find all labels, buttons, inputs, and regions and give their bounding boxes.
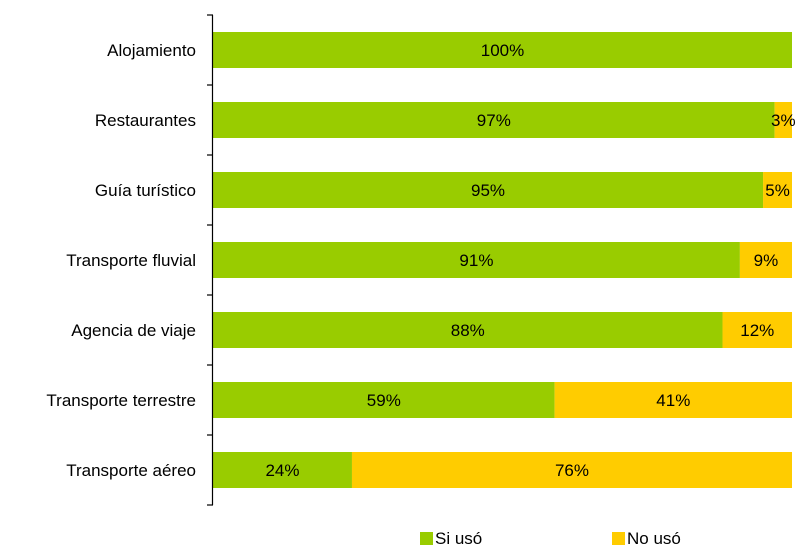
legend-label-no-uso: No usó xyxy=(627,529,681,548)
data-label-no-uso-4: 12% xyxy=(740,321,774,340)
category-label-6: Transporte aéreo xyxy=(66,461,196,480)
bar-si-uso-0 xyxy=(213,32,792,68)
legend: Si usó No usó xyxy=(420,529,681,548)
bar-no-uso-4 xyxy=(722,312,792,348)
data-label-si-uso-5: 59% xyxy=(367,391,401,410)
data-label-no-uso-6: 76% xyxy=(555,461,589,480)
data-label-si-uso-0: 100% xyxy=(481,41,524,60)
labels-group: 100% 97% 3% 95% 5% 91% 9% 88% 12% 59% 41% 24% 76% xyxy=(265,41,795,480)
bar-si-uso-1 xyxy=(213,102,775,138)
data-label-no-uso-3: 9% xyxy=(754,251,779,270)
bar-si-uso-3 xyxy=(213,242,740,278)
category-label-1: Restaurantes xyxy=(95,111,196,130)
data-label-si-uso-2: 95% xyxy=(471,181,505,200)
bar-si-uso-4 xyxy=(213,312,723,348)
category-label-4: Agencia de viaje xyxy=(71,321,196,340)
legend-label-si-uso: Si usó xyxy=(435,529,482,548)
bar-si-uso-5 xyxy=(213,382,555,418)
bar-no-uso-5 xyxy=(554,382,792,418)
data-label-no-uso-5: 41% xyxy=(656,391,690,410)
bar-no-uso-3 xyxy=(739,242,792,278)
data-label-si-uso-3: 91% xyxy=(459,251,493,270)
category-axis: Alojamiento Restaurantes Guía turístico Tra… xyxy=(46,14,214,506)
data-label-no-uso-2: 5% xyxy=(765,181,790,200)
category-label-0: Alojamiento xyxy=(107,41,196,60)
data-label-no-uso-1: 3% xyxy=(771,111,795,130)
bars-group xyxy=(213,32,792,488)
bar-si-uso-6 xyxy=(213,452,352,488)
category-label-5: Transporte terrestre xyxy=(46,391,196,410)
legend-swatch-no-uso xyxy=(612,532,625,545)
legend-swatch-si-uso xyxy=(420,532,433,545)
data-label-si-uso-4: 88% xyxy=(451,321,485,340)
data-label-si-uso-6: 24% xyxy=(265,461,299,480)
bar-no-uso-6 xyxy=(351,452,792,488)
bar-no-uso-2 xyxy=(763,172,792,208)
bar-si-uso-2 xyxy=(213,172,764,208)
category-label-3: Transporte fluvial xyxy=(66,251,196,270)
data-label-si-uso-1: 97% xyxy=(477,111,511,130)
category-label-2: Guía turístico xyxy=(95,181,196,200)
bar-no-uso-1 xyxy=(774,102,792,138)
